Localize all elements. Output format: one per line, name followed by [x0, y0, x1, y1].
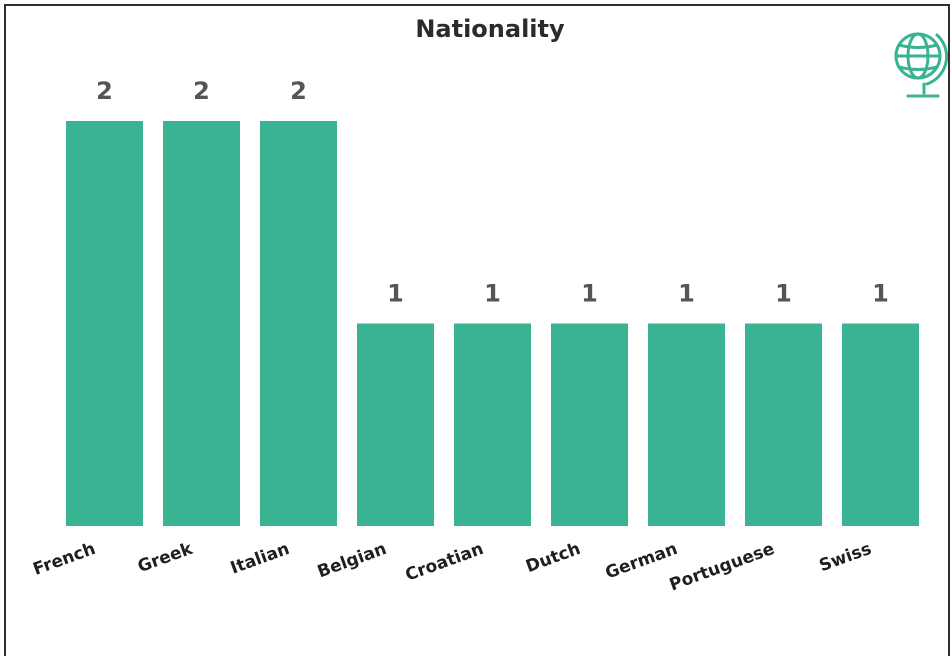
data-labels-group: 2 2 2 1 1 1 1 1 1: [96, 77, 889, 308]
bars-group: [66, 121, 919, 526]
bar-german: [648, 323, 725, 526]
x-tick-labels-group: French Greek Italian Belgian Croatian Dutch Ge…: [31, 539, 875, 596]
data-label-german: 1: [678, 280, 695, 308]
x-tick-label-dutch: Dutch: [523, 539, 583, 577]
bar-swiss: [842, 323, 919, 526]
x-tick-label-belgian: Belgian: [315, 539, 389, 582]
data-label-belgian: 1: [387, 280, 404, 308]
x-tick-label-swiss: Swiss: [817, 539, 875, 576]
data-label-italian: 2: [290, 77, 307, 105]
data-label-dutch: 1: [581, 280, 598, 308]
x-tick-label-greek: Greek: [135, 539, 196, 577]
x-tick-label-portuguese: Portuguese: [667, 539, 777, 595]
bar-dutch: [551, 323, 628, 526]
bar-belgian: [357, 323, 434, 526]
x-tick-label-french: French: [31, 539, 99, 580]
x-tick-label-italian: Italian: [228, 539, 292, 579]
data-label-portuguese: 1: [775, 280, 792, 308]
chart-title: Nationality: [415, 15, 565, 43]
data-label-french: 2: [96, 77, 113, 105]
data-label-greek: 2: [193, 77, 210, 105]
bar-french: [66, 121, 143, 526]
globe-icon: [894, 32, 949, 98]
bar-italian: [260, 121, 337, 526]
x-tick-label-croatian: Croatian: [403, 539, 486, 586]
data-label-swiss: 1: [872, 280, 889, 308]
bar-croatian: [454, 323, 531, 526]
data-label-croatian: 1: [484, 280, 501, 308]
bar-portuguese: [745, 323, 822, 526]
bar-greek: [163, 121, 240, 526]
